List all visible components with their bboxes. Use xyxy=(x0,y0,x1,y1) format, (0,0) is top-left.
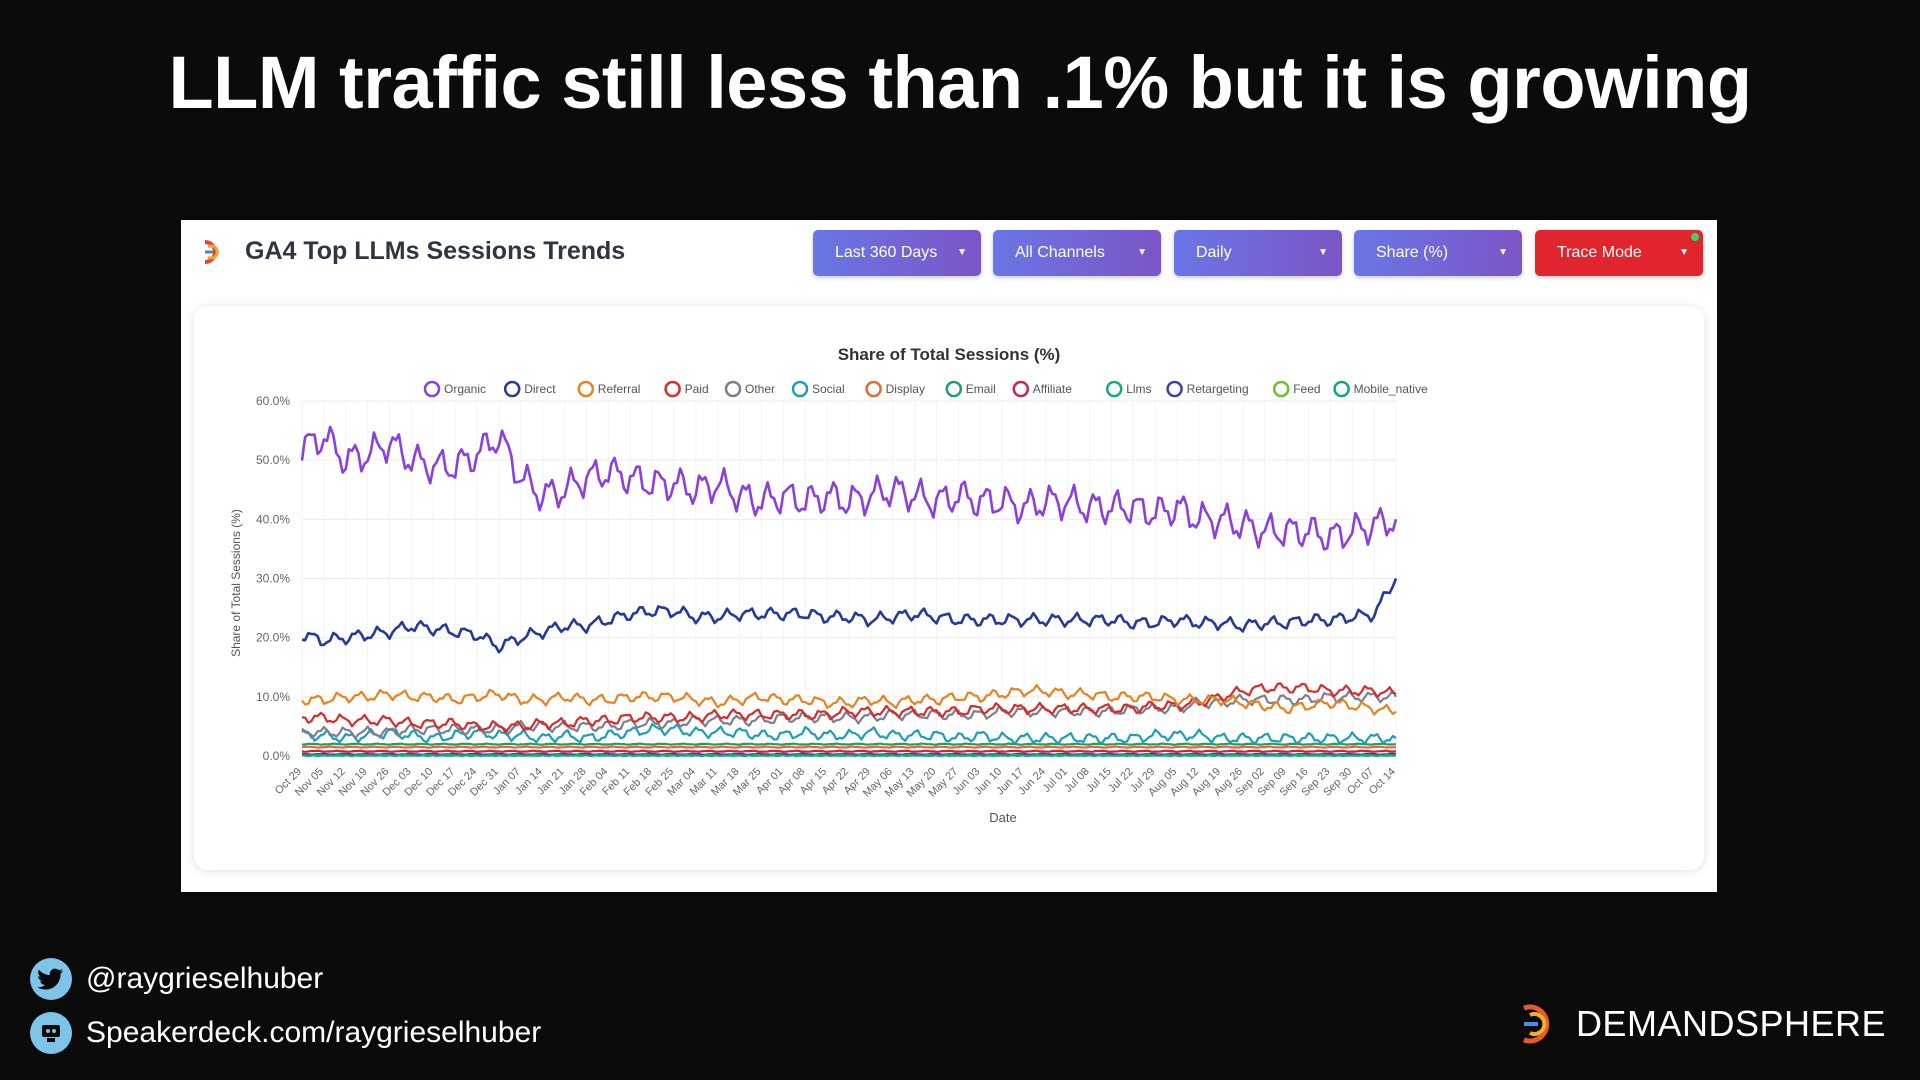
demandsphere-logo-icon xyxy=(1523,1004,1550,1044)
legend-label: Organic xyxy=(444,382,486,396)
legend-label: Display xyxy=(886,382,925,396)
legend-item[interactable]: Referral xyxy=(577,380,641,398)
legend-item[interactable]: Mobile_native xyxy=(1333,380,1428,398)
granularity-label: Daily xyxy=(1196,244,1232,261)
panel-header: GA4 Top LLMs Sessions Trends Last 360 Da… xyxy=(181,220,1717,290)
sessions-line-chart[interactable]: Share of Total Sessions (%) Organic Direc… xyxy=(194,306,1704,870)
granularity-dropdown[interactable]: Daily ▼ xyxy=(1174,230,1342,276)
series-line-email xyxy=(301,742,1397,746)
speakerdeck-url[interactable]: Speakerdeck.com/raygrieselhuber xyxy=(86,1016,542,1049)
metric-label: Share (%) xyxy=(1376,244,1449,261)
legend-marker xyxy=(1333,380,1350,398)
chart-grid xyxy=(301,400,1397,757)
status-dot-icon xyxy=(1691,233,1699,241)
legend-label: Other xyxy=(745,382,775,396)
twitter-bird-icon xyxy=(30,958,72,1000)
legend-marker xyxy=(724,380,742,398)
channels-label: All Channels xyxy=(1015,244,1105,261)
legend-label: Retargeting xyxy=(1187,382,1249,396)
legend-label: Paid xyxy=(685,382,709,396)
y-axis-label: Share of Total Sessions (%) xyxy=(229,509,243,657)
y-axis: 0.0% 10.0% 20.0% 30.0% 40.0% 50.0% 60.0% xyxy=(256,394,290,763)
twitter-line: @raygrieselhuber xyxy=(30,958,323,1000)
legend-label: Referral xyxy=(598,382,641,396)
legend-marker xyxy=(423,380,441,398)
channels-dropdown[interactable]: All Channels ▼ xyxy=(993,230,1161,276)
chevron-down-icon: ▼ xyxy=(1318,247,1328,258)
chevron-down-icon: ▼ xyxy=(1679,247,1689,258)
legend-item[interactable]: Email xyxy=(945,380,996,398)
legend-marker xyxy=(791,380,809,398)
legend-label: Direct xyxy=(524,382,556,396)
app-logo-icon xyxy=(204,240,219,264)
legend-item[interactable]: Direct xyxy=(503,380,556,398)
speakerdeck-line: Speakerdeck.com/raygrieselhuber xyxy=(30,1012,541,1054)
brand: DEMANDSPHERE xyxy=(1516,1002,1886,1046)
series-line-paid xyxy=(301,682,1397,734)
chart-legend: Organic Direct Referral Paid Other Social Disp… xyxy=(423,380,1428,398)
dashboard-panel: GA4 Top LLMs Sessions Trends Last 360 Da… xyxy=(181,220,1717,892)
series-line-other xyxy=(301,689,1397,740)
brand-name: DEMANDSPHERE xyxy=(1575,1003,1886,1044)
trace-mode-label: Trace Mode xyxy=(1557,244,1642,261)
legend-marker xyxy=(1272,380,1290,398)
legend-label: Mobile_native xyxy=(1354,382,1428,396)
chart-series-lines xyxy=(300,425,1398,758)
legend-label: Feed xyxy=(1293,382,1320,396)
legend-marker xyxy=(865,380,882,398)
series-line-direct xyxy=(301,578,1398,654)
y-tick-label: 20.0% xyxy=(256,631,290,645)
y-tick-label: 10.0% xyxy=(256,690,290,704)
series-line-llms xyxy=(301,753,1397,758)
legend-marker xyxy=(1166,380,1183,398)
legend-label: Llms xyxy=(1126,382,1151,396)
panel-title: GA4 Top LLMs Sessions Trends xyxy=(245,237,626,265)
legend-marker xyxy=(1012,380,1030,398)
series-line-affiliate xyxy=(301,749,1397,753)
chevron-down-icon: ▼ xyxy=(1137,247,1147,258)
legend-item[interactable]: Organic xyxy=(423,380,486,398)
series-line-display xyxy=(301,745,1397,749)
series-line-organic xyxy=(300,425,1398,551)
legend-label: Social xyxy=(812,382,845,396)
legend-item[interactable]: Feed xyxy=(1272,380,1321,398)
speakerdeck-icon xyxy=(30,1012,72,1054)
chart-title: Share of Total Sessions (%) xyxy=(838,345,1061,364)
legend-marker xyxy=(1105,380,1123,398)
legend-item[interactable]: Paid xyxy=(664,380,709,398)
twitter-handle[interactable]: @raygrieselhuber xyxy=(86,962,324,995)
legend-item[interactable]: Display xyxy=(865,380,925,398)
y-tick-label: 40.0% xyxy=(256,512,290,526)
legend-marker xyxy=(577,380,595,398)
legend-label: Email xyxy=(966,382,996,396)
x-axis-label: Date xyxy=(989,810,1016,825)
chart-card: Share of Total Sessions (%) Organic Direc… xyxy=(194,306,1704,870)
legend-item[interactable]: Retargeting xyxy=(1166,380,1249,398)
y-tick-label: 60.0% xyxy=(256,394,290,408)
legend-marker xyxy=(664,380,681,398)
legend-item[interactable]: Other xyxy=(724,380,775,398)
legend-item[interactable]: Social xyxy=(791,380,845,398)
metric-dropdown[interactable]: Share (%) ▼ xyxy=(1354,230,1522,276)
date-range-label: Last 360 Days xyxy=(835,244,938,261)
legend-marker xyxy=(945,380,963,398)
y-tick-label: 0.0% xyxy=(263,749,291,763)
legend-item[interactable]: Affiliate xyxy=(1012,380,1072,398)
slide-title: LLM traffic still less than .1% but it i… xyxy=(168,41,1752,124)
series-line-referral xyxy=(301,684,1397,716)
legend-item[interactable]: Llms xyxy=(1105,380,1152,398)
chevron-down-icon: ▼ xyxy=(957,247,967,258)
chevron-down-icon: ▼ xyxy=(1498,247,1508,258)
y-tick-label: 50.0% xyxy=(256,453,290,467)
legend-label: Affiliate xyxy=(1033,382,1072,396)
trace-mode-dropdown[interactable]: Trace Mode ▼ xyxy=(1535,230,1703,276)
y-tick-label: 30.0% xyxy=(256,572,290,586)
legend-marker xyxy=(503,380,521,398)
date-range-dropdown[interactable]: Last 360 Days ▼ xyxy=(813,230,981,276)
